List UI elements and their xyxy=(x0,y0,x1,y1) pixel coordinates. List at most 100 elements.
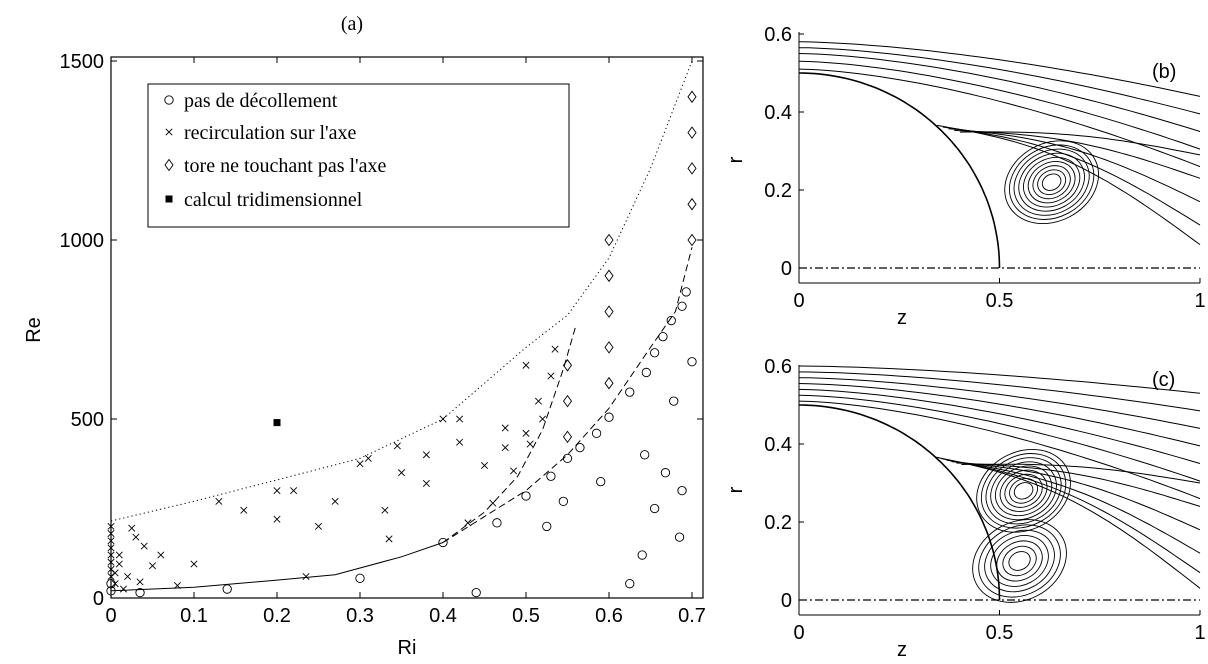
streamline xyxy=(798,53,1201,132)
marker-circle xyxy=(666,315,676,326)
marker-x xyxy=(510,467,518,475)
marker-x xyxy=(456,438,464,446)
legend-label-3d-computation: calcul tridimensionnel xyxy=(184,189,363,211)
vortex-loop xyxy=(1037,169,1067,196)
marker-diamond xyxy=(687,197,697,211)
marker-circle xyxy=(640,450,650,460)
marker-x xyxy=(136,578,144,586)
marker-circle xyxy=(650,503,660,514)
marker-x xyxy=(107,551,115,559)
marker-x xyxy=(439,415,447,423)
streamline xyxy=(946,459,1201,554)
marker-diamond xyxy=(604,269,614,283)
legend: pas de décollement recirculation sur l'a… xyxy=(147,83,570,228)
streamline xyxy=(798,47,1201,115)
marker-x xyxy=(148,562,157,570)
marker-circle xyxy=(625,387,635,397)
xtick-label: 0.5 xyxy=(986,290,1014,312)
xtick-label: 1 xyxy=(1194,290,1205,312)
streamline xyxy=(798,400,1201,500)
marker-x xyxy=(331,497,339,505)
panel-a-ytick-label: 0 xyxy=(93,588,104,610)
panel-b-xlabel: z xyxy=(897,307,907,329)
streamline xyxy=(798,41,1201,97)
marker-x xyxy=(526,440,534,448)
marker-circle xyxy=(471,587,481,598)
marker-circle xyxy=(677,301,687,311)
marker-x xyxy=(119,585,127,593)
panel-a-xlabel: Ri xyxy=(398,637,417,659)
vortex-loop xyxy=(978,524,1061,598)
marker-circle xyxy=(658,332,668,342)
marker-x xyxy=(501,444,509,452)
marker-x xyxy=(422,451,430,459)
marker-x xyxy=(173,581,181,589)
panel-c-ylabel: r xyxy=(725,486,747,493)
streamline xyxy=(937,124,1201,246)
vortex-loop xyxy=(980,453,1067,529)
vortex-loop xyxy=(1013,148,1090,216)
panel-a-ylabel: Re xyxy=(23,317,45,343)
marker-x xyxy=(314,522,323,530)
vortex-loop xyxy=(1023,156,1081,208)
legend-marker-diamond xyxy=(164,158,174,172)
vortex-loop xyxy=(1008,551,1031,571)
marker-circle xyxy=(575,442,585,453)
boundary-curve-dotted xyxy=(110,60,693,522)
marker-x xyxy=(501,424,509,432)
marker-circle xyxy=(355,573,365,583)
boundary-curve-dashed xyxy=(442,325,577,543)
streamline xyxy=(798,388,1201,464)
vortex-loop xyxy=(1032,165,1071,200)
vortex-loop xyxy=(1018,152,1085,212)
panel-a-markers xyxy=(106,90,697,598)
streamline xyxy=(798,365,1201,394)
marker-x xyxy=(456,415,464,423)
marker-circle xyxy=(542,521,552,532)
panel-b: 0 0.5 1 0 0.2 0.4 0.6 (b) z r xyxy=(725,24,1206,329)
vortex-loop xyxy=(995,465,1053,517)
ytick-label: 0.2 xyxy=(764,512,792,534)
panel-a-ytick-label: 1500 xyxy=(60,51,105,73)
marker-circle xyxy=(604,412,614,422)
marker-x xyxy=(464,519,472,527)
marker-diamond xyxy=(687,90,697,104)
marker-x xyxy=(364,454,372,462)
ytick-label: 0 xyxy=(781,590,792,612)
streamline xyxy=(798,68,1201,168)
panel-b-ticks: 0 0.5 1 0 0.2 0.4 0.6 xyxy=(764,24,1205,312)
panel-c: 0 0.5 1 0 0.2 0.4 0.6 (c) z r xyxy=(725,356,1206,661)
vortex-loop xyxy=(972,519,1067,603)
marker-diamond xyxy=(562,430,573,444)
marker-diamond xyxy=(687,126,697,139)
panel-a-xtick-label: 0.1 xyxy=(180,605,208,627)
vortex-loop xyxy=(1009,477,1039,504)
marker-x xyxy=(522,361,530,369)
marker-circle xyxy=(637,550,647,560)
xtick-label: 0 xyxy=(793,290,804,312)
vortex-loop xyxy=(990,461,1057,521)
streamline xyxy=(798,383,1201,447)
marker-circle xyxy=(681,287,691,297)
panel-a-xtick-label: 0.4 xyxy=(429,605,457,627)
marker-circle xyxy=(660,468,671,478)
marker-x xyxy=(107,537,115,545)
marker-x xyxy=(290,487,298,495)
marker-circle xyxy=(106,586,116,596)
marker-x xyxy=(107,530,115,538)
panel-a-ticks: 0 0.1 0.2 0.3 0.4 0.5 0.6 0.7 0 500 1000 1500 xyxy=(60,51,706,627)
vortex-loop xyxy=(1002,545,1037,577)
ytick-label: 0.4 xyxy=(764,434,792,456)
vortex-loop xyxy=(1041,173,1062,191)
sphere-boundary xyxy=(798,404,1001,601)
vortex-loop xyxy=(985,457,1062,525)
marker-x xyxy=(107,522,115,530)
panel-a: (a) 0 0.1 0.2 0.3 0.4 0.5 0.6 0.7 0 500 1000 1500 R… xyxy=(23,13,706,659)
marker-circle xyxy=(674,532,685,542)
panel-b-streamlines xyxy=(798,41,1201,269)
marker-x xyxy=(547,372,555,380)
marker-x xyxy=(302,573,310,581)
marker-circle xyxy=(135,587,145,598)
streamline xyxy=(798,60,1201,150)
marker-x xyxy=(539,415,547,423)
